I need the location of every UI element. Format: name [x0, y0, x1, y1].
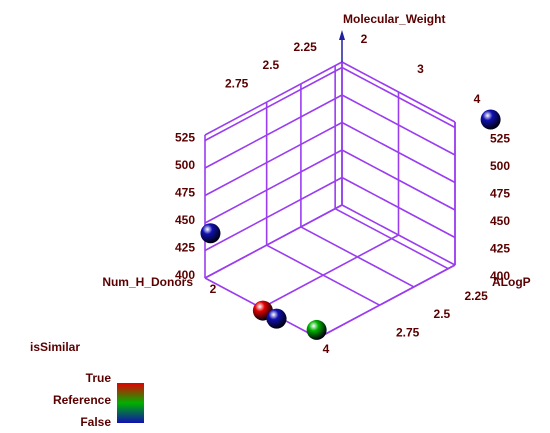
legend-title: isSimilar — [30, 340, 80, 354]
grid-line — [204, 66, 343, 142]
grid — [204, 30, 456, 339]
z-tick-label: 475 — [490, 187, 510, 201]
marks — [200, 109, 501, 340]
x-tick-label: 2.75 — [396, 325, 420, 339]
z-tick-label: 425 — [490, 242, 510, 256]
grid-line — [204, 94, 343, 169]
y-tick-label: 4 — [474, 92, 481, 106]
box-edge — [204, 61, 343, 136]
x-tick-label: 2.5 — [263, 58, 280, 72]
y-tick-label: 3 — [417, 62, 424, 76]
z-tick-label: 500 — [175, 158, 195, 172]
y-tick-label: 4 — [323, 342, 330, 356]
grid-line — [204, 121, 343, 197]
sphere — [200, 223, 221, 244]
sphere — [266, 308, 287, 329]
x-tick-label: 2.75 — [225, 76, 249, 90]
z-tick-label: 475 — [175, 186, 195, 200]
grid-line — [317, 264, 456, 339]
z-tick-label: 525 — [490, 132, 510, 146]
legend-label: Reference — [53, 393, 111, 407]
grid-line — [204, 149, 343, 224]
sphere — [480, 109, 501, 130]
z-tick-label: 425 — [175, 241, 195, 255]
x-tick-label: 2.25 — [293, 40, 317, 54]
z-tick-label: 450 — [175, 213, 195, 227]
sphere — [306, 319, 327, 340]
x-tick-label: 2.5 — [434, 307, 451, 321]
z-tick-label: 450 — [490, 214, 510, 228]
grid-line — [204, 176, 343, 252]
y-axis-title: Num_H_Donors — [102, 275, 193, 289]
grid-line — [261, 234, 399, 309]
y-tick-label: 2 — [361, 32, 368, 46]
legend: True Reference False — [53, 371, 144, 429]
grid-line — [204, 204, 343, 279]
legend-label: False — [80, 415, 111, 429]
y-tick-label: 2 — [210, 282, 217, 296]
z-tick-label: 400 — [490, 269, 510, 283]
z-tick-label: 500 — [490, 159, 510, 173]
z-axis-arrow — [339, 30, 345, 40]
legend-label: True — [86, 371, 112, 385]
x-axis-title: ALogP — [492, 275, 531, 289]
z-tick-label: 400 — [175, 268, 195, 282]
z-axis-title: Molecular_Weight — [343, 12, 445, 26]
x-tick-label: 2.25 — [464, 289, 488, 303]
z-tick-label: 525 — [175, 131, 195, 145]
color-bar — [117, 383, 144, 423]
